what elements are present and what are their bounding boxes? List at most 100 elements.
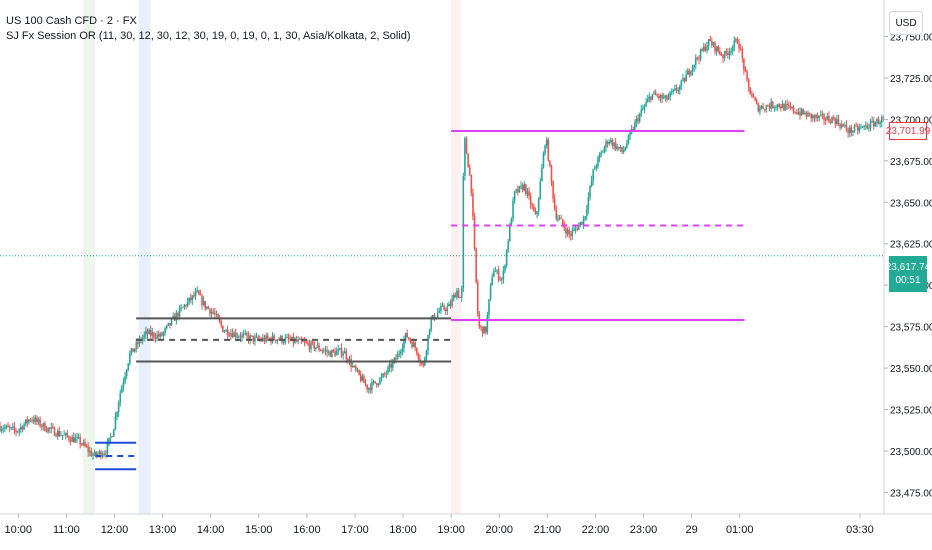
candle-body	[446, 306, 449, 311]
candle-body	[239, 336, 242, 338]
y-tick-label: 23,725.00	[890, 74, 932, 85]
candle-body	[876, 119, 878, 123]
candle-body	[106, 442, 109, 455]
indicator-label[interactable]: SJ Fx Session OR (11, 30, 12, 30, 12, 30…	[6, 30, 411, 42]
candle-body	[480, 326, 482, 328]
candle-body	[268, 338, 271, 339]
candle-body	[387, 367, 389, 374]
candle-body	[47, 427, 49, 432]
candle-body	[853, 125, 856, 132]
candle-body	[626, 143, 628, 148]
candle-body	[324, 350, 327, 352]
candle-body	[675, 88, 678, 91]
candle-body	[602, 151, 604, 153]
candle-body	[201, 295, 203, 305]
candle-body	[499, 279, 501, 281]
candle-body	[722, 55, 724, 59]
candle-body	[678, 86, 681, 91]
candle-body	[233, 332, 235, 338]
candle-body	[539, 181, 542, 200]
candle-body	[303, 341, 306, 343]
candle-body	[481, 326, 484, 334]
candle-body	[45, 430, 48, 432]
candle-body	[536, 211, 538, 214]
candle-body	[161, 333, 163, 336]
candle-body	[805, 112, 808, 117]
candle-body	[593, 167, 596, 170]
candle-body	[340, 348, 343, 356]
candle-body	[770, 101, 772, 109]
candle-body	[40, 426, 43, 427]
candle-body	[28, 419, 30, 423]
y-tick-label: 23,650.00	[890, 198, 932, 209]
candle-body	[255, 336, 258, 338]
candle-body	[265, 335, 267, 342]
candle-body	[103, 453, 106, 455]
candle-body	[451, 298, 453, 306]
candle-body	[799, 112, 801, 116]
candle-body	[77, 437, 80, 438]
candle-body	[266, 335, 269, 339]
candle-body	[109, 436, 112, 438]
candle-body	[642, 108, 644, 110]
candle-body	[60, 435, 62, 437]
currency-selector[interactable]: USD	[889, 11, 923, 35]
candle-body	[468, 167, 471, 175]
candle-body	[752, 96, 755, 98]
candle-body	[534, 210, 537, 214]
candle-body	[393, 357, 396, 362]
candle-body	[621, 147, 623, 152]
candle-body	[694, 57, 697, 65]
candle-body	[456, 290, 458, 298]
candle-body	[763, 108, 766, 110]
candle-body	[834, 119, 837, 124]
candle-body	[149, 329, 152, 336]
candle-body	[284, 337, 287, 343]
candle-body	[162, 332, 165, 336]
candle-body	[690, 72, 692, 75]
candle-body	[808, 112, 811, 114]
candle-body	[791, 106, 793, 109]
candle-body	[2, 428, 5, 430]
candle-body	[411, 341, 413, 347]
candle-body	[432, 314, 434, 319]
candle-body	[79, 437, 81, 445]
candle-body	[686, 70, 689, 75]
candle-body	[302, 341, 304, 342]
candle-body	[449, 304, 452, 306]
candle-body	[249, 335, 251, 341]
candle-body	[355, 366, 357, 370]
candle-body	[537, 199, 540, 212]
candle-body	[39, 419, 41, 427]
candle-body	[153, 332, 155, 338]
candle-body	[741, 49, 744, 59]
candle-body	[116, 412, 118, 417]
candle-body	[541, 167, 543, 182]
candle-body	[794, 112, 796, 113]
candle-body	[241, 334, 243, 338]
candle-body	[717, 46, 720, 52]
candle-body	[55, 435, 57, 437]
candle-body	[372, 381, 375, 382]
candle-body	[634, 122, 636, 131]
y-tick-label: 23,750.00	[890, 32, 932, 43]
candle-body	[7, 425, 9, 428]
candle-body	[8, 427, 11, 428]
candle-body	[409, 339, 412, 342]
candle-body	[746, 71, 748, 80]
candle-body	[146, 330, 149, 335]
candle-body	[640, 109, 643, 115]
candle-body	[464, 138, 466, 176]
candle-body	[207, 306, 210, 309]
candle-body	[590, 180, 593, 187]
candle-body	[555, 209, 558, 220]
candle-body	[682, 78, 684, 81]
candle-body	[375, 383, 378, 386]
symbol-title[interactable]: US 100 Cash CFD · 2 · FX	[6, 15, 137, 27]
candle-body	[855, 125, 857, 127]
candle-body	[369, 387, 372, 391]
candle-body	[795, 112, 798, 115]
candle-body	[98, 451, 101, 455]
candle-body	[568, 229, 570, 235]
